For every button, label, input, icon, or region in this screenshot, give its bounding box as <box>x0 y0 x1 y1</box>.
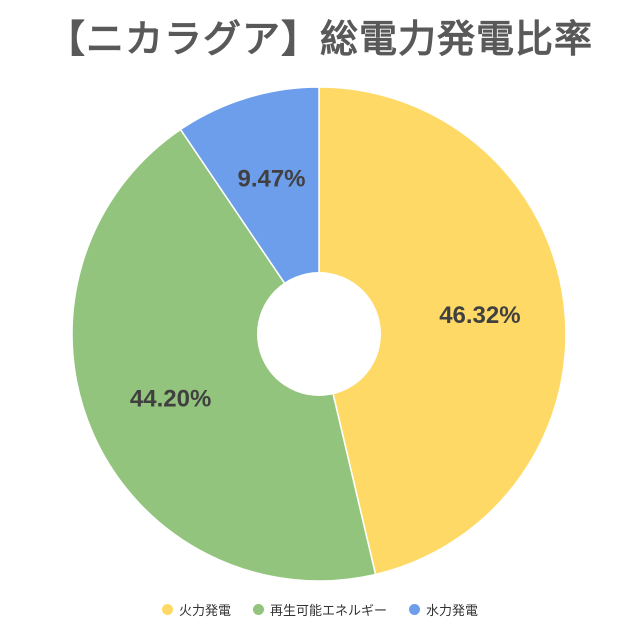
legend-dot-renewable <box>252 604 264 615</box>
slice-thermal <box>318 86 567 576</box>
legend-item-thermal: 火力発電 <box>161 600 231 619</box>
legend-dot-hydro <box>409 604 420 615</box>
pie-chart: 46.32% 44.20% 9.47% <box>71 86 567 582</box>
slice-renewable <box>71 128 377 582</box>
legend-item-hydro: 水力発電 <box>409 600 478 619</box>
legend-label-renewable: 再生可能エネルギー <box>269 604 387 619</box>
slice-label-hydro: 9.47% <box>237 166 305 193</box>
chart-title: 【ニカラグア】総電力発電比率 <box>46 17 593 61</box>
slice-label-thermal: 46.32% <box>439 302 520 329</box>
legend-dot-thermal <box>161 604 173 615</box>
legend-label-hydro: 水力発電 <box>426 604 479 619</box>
slice-hydro <box>179 86 320 337</box>
legend-label-thermal: 火力発電 <box>178 604 231 619</box>
slice-label-renewable: 44.20% <box>130 386 211 413</box>
legend-item-renewable: 再生可能エネルギー <box>252 600 387 619</box>
labels-layer: 46.32% 44.20% 9.47% <box>130 166 521 413</box>
legend: 火力発電 再生可能エネルギー 水力発電 <box>0 600 640 619</box>
slices-layer <box>71 86 567 582</box>
donut-hole <box>257 272 381 396</box>
